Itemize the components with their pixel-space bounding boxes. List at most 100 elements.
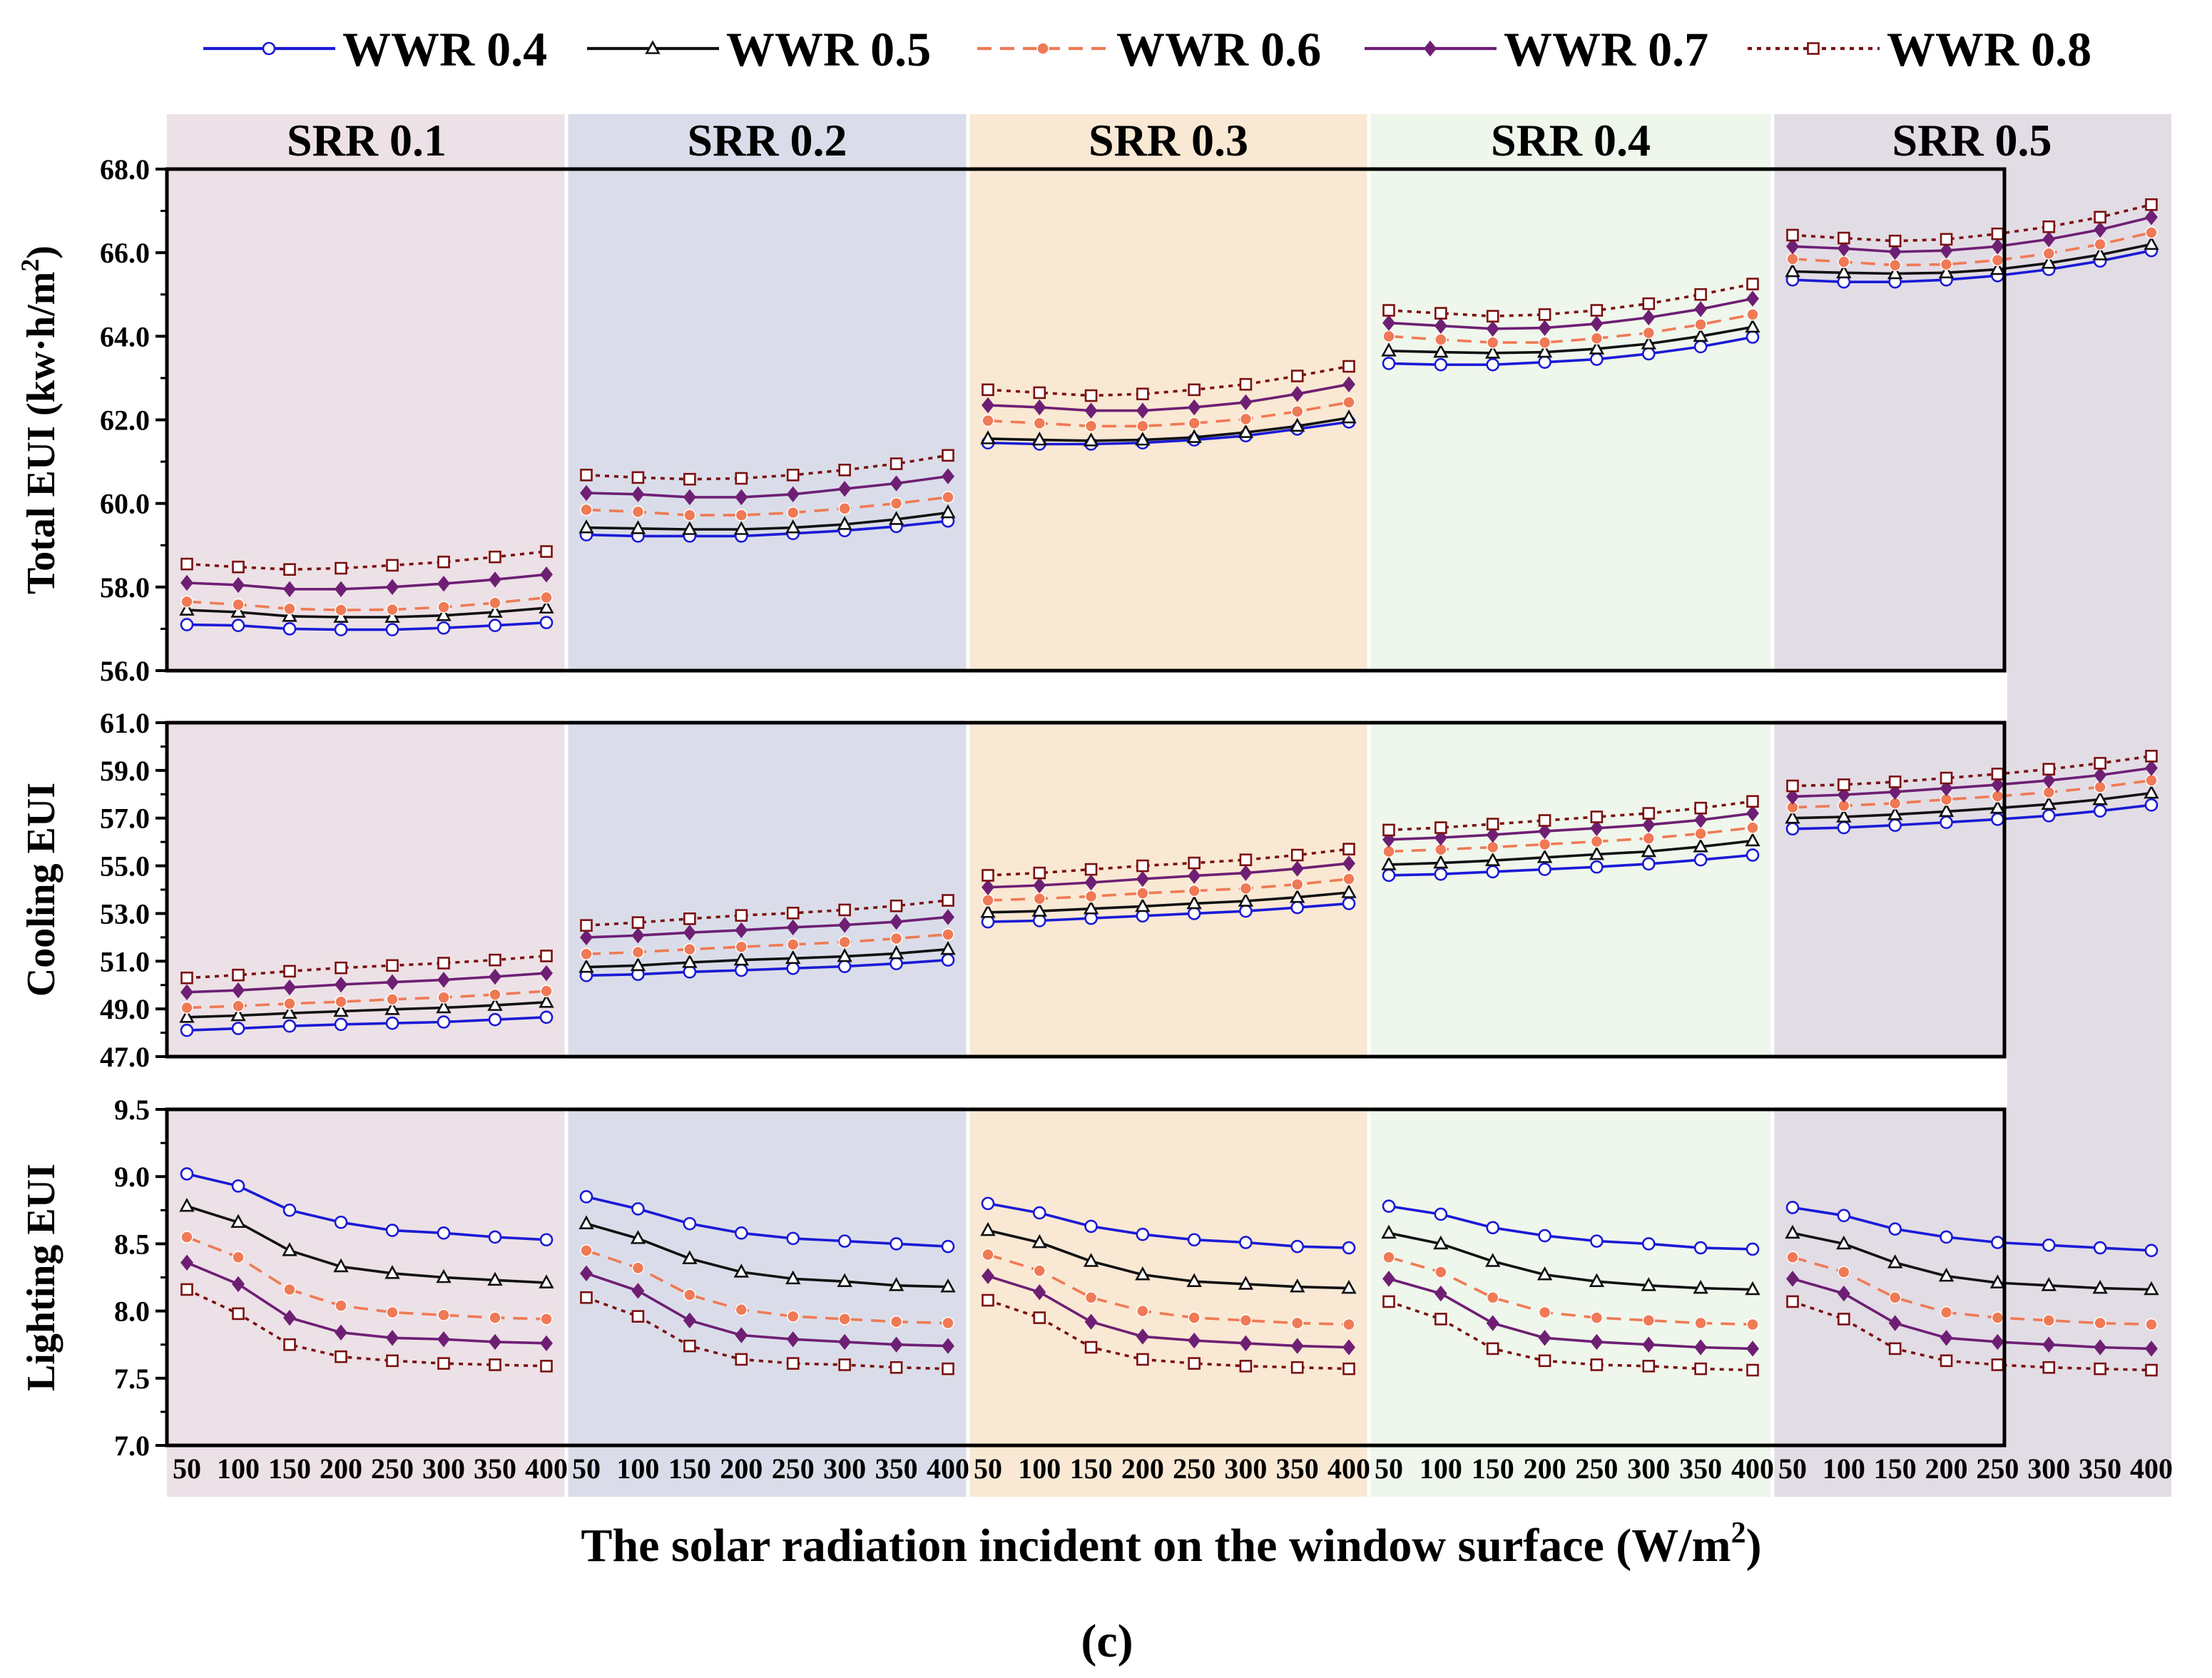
y-axis-label-end: ): [19, 245, 63, 259]
data-point: [1186, 1273, 1202, 1287]
data-point: [1940, 233, 1953, 246]
series-line: [186, 1016, 547, 1032]
axis-labels: The solar radiation incident on the wind…: [16, 245, 1762, 1667]
data-point: [1136, 1353, 1149, 1366]
data-point: [1033, 1264, 1046, 1277]
legend-label: WWR 0.7: [1504, 22, 1708, 76]
data-point: [785, 1270, 801, 1285]
data-point: [180, 1254, 193, 1271]
data-point: [1745, 1281, 1760, 1296]
series-line: [186, 1204, 547, 1284]
data-point: [940, 940, 956, 955]
data-point: [1991, 1311, 2004, 1324]
data-point: [283, 1283, 296, 1296]
series-line: [186, 1288, 547, 1368]
data-point: [1590, 304, 1604, 317]
data-point: [1434, 867, 1448, 881]
data-point: [283, 1338, 296, 1351]
data-point: [1991, 228, 2004, 240]
data-point: [1239, 882, 1253, 895]
data-point: [1989, 260, 2006, 275]
x-tick-label: 400: [1327, 1453, 1370, 1485]
data-point: [838, 903, 851, 917]
data-point: [1187, 1233, 1201, 1247]
data-point: [1239, 853, 1253, 867]
data-point: [1838, 231, 1850, 245]
data-point: [630, 520, 646, 534]
x-tick-label: 200: [720, 1453, 763, 1485]
y-tick-label: 60.0: [100, 488, 150, 520]
data-point: [1940, 1354, 1953, 1368]
data-point: [1989, 1274, 2006, 1288]
data-point: [734, 963, 748, 977]
data-point: [1887, 805, 1903, 820]
y-tick-label: 57.0: [100, 803, 150, 835]
data-point: [283, 979, 296, 996]
data-point: [1887, 1254, 1903, 1268]
data-point: [1590, 332, 1604, 345]
x-axis-label-end: ): [1746, 1520, 1762, 1572]
data-point: [1433, 343, 1449, 358]
legend-marker: [262, 41, 276, 56]
data-point: [786, 1331, 800, 1348]
data-point: [838, 1333, 852, 1351]
y-tick-label: 66.0: [100, 237, 150, 269]
data-point: [579, 1215, 594, 1229]
data-point: [1694, 812, 1708, 828]
x-tick-label: 250: [1575, 1453, 1618, 1485]
data-point: [942, 909, 954, 925]
data-point: [579, 958, 594, 973]
data-point: [1187, 907, 1201, 920]
data-point: [489, 988, 501, 1001]
data-point: [734, 1226, 748, 1240]
data-point: [1083, 1253, 1099, 1267]
data-point: [1642, 297, 1656, 310]
data-point: [1837, 240, 1850, 257]
x-tick-label: 250: [371, 1453, 414, 1485]
data-point: [1031, 902, 1047, 917]
data-point: [1136, 1328, 1149, 1345]
data-point: [2042, 763, 2056, 776]
data-point: [1033, 386, 1046, 400]
data-point: [2093, 804, 2107, 818]
data-point: [1382, 1251, 1395, 1263]
x-tick-label: 200: [1121, 1453, 1164, 1485]
group-background: [566, 114, 968, 1497]
data-point: [1786, 779, 1799, 793]
data-point: [385, 623, 399, 636]
data-point: [1590, 1311, 1604, 1324]
data-point: [786, 962, 800, 975]
data-point: [231, 1179, 245, 1193]
x-tick-label: 150: [1070, 1453, 1113, 1485]
x-axis-label-sup: 2: [1731, 1517, 1746, 1550]
data-point: [631, 1310, 645, 1323]
data-point: [1239, 1360, 1253, 1373]
data-point: [1538, 308, 1551, 321]
data-point: [888, 511, 904, 525]
data-point: [1084, 1291, 1098, 1304]
data-point: [1188, 1332, 1201, 1349]
data-point: [1940, 1306, 1953, 1319]
data-point: [1084, 1313, 1098, 1330]
data-point: [890, 913, 903, 930]
data-point: [1694, 1339, 1708, 1356]
data-point: [1290, 385, 1304, 402]
data-point: [1239, 412, 1253, 426]
data-point: [982, 894, 994, 907]
series-line: [987, 862, 1350, 889]
data-point: [2094, 767, 2107, 783]
x-tick-label: 300: [2027, 1453, 2070, 1485]
data-point: [1940, 1330, 1953, 1346]
data-point: [1837, 786, 1850, 803]
data-point: [540, 985, 553, 997]
x-tick-label: 50: [173, 1453, 201, 1485]
data-point: [1033, 417, 1046, 429]
data-point: [1084, 890, 1098, 903]
series-line: [586, 519, 949, 538]
data-point: [1538, 1330, 1551, 1346]
y-tick-label: 51.0: [100, 945, 150, 977]
data-point: [180, 971, 193, 985]
data-point: [580, 947, 593, 961]
data-point: [1381, 1224, 1397, 1239]
